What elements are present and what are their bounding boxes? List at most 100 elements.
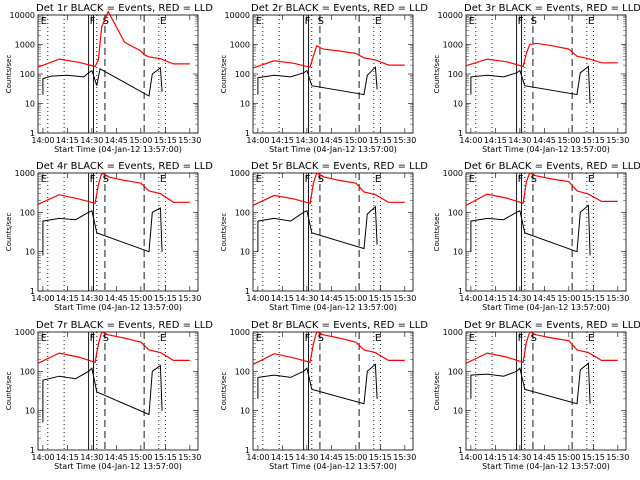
plot-frame: [37, 14, 199, 134]
y-tick-label: 100: [235, 208, 250, 217]
panel-4: Det 4r BLACK = Events, RED = LLD 1 10 100 10…: [5, 161, 213, 312]
phase-label: F: [305, 174, 311, 185]
x-tick-label: 15:30: [393, 453, 416, 462]
x-tick-label: 15:30: [178, 453, 201, 462]
x-tick-label: 14:45: [533, 453, 556, 462]
x-tick-label: 14:00: [31, 136, 54, 145]
panel-title: Det 1r BLACK = Events, RED = LLD: [36, 3, 213, 14]
x-tick-label: 14:45: [320, 136, 343, 145]
phase-label: E: [256, 333, 262, 344]
y-tick-label: 100: [235, 367, 250, 376]
phase-label: F: [90, 174, 96, 185]
x-tick-label: 15:15: [154, 294, 177, 303]
y-tick-label: 1: [30, 446, 35, 455]
x-axis-label: Start Time (04-Jan-12 13:57:00): [54, 462, 182, 471]
lld-rate-line: [252, 331, 405, 365]
y-axis-label: Counts/sec: [433, 372, 441, 411]
panel-title: Det 6r BLACK = Events, RED = LLD: [464, 161, 640, 172]
x-tick-label: 15:15: [369, 294, 392, 303]
y-tick-label: 10: [453, 100, 463, 109]
x-tick-label: 14:30: [80, 294, 103, 303]
phase-label: E: [160, 333, 166, 344]
phase-label: S: [103, 333, 109, 344]
y-tick-label: 10: [25, 248, 35, 257]
x-tick-label: 14:15: [271, 294, 294, 303]
x-tick-label: 14:45: [533, 294, 556, 303]
y-axis-label: Counts/sec: [433, 213, 441, 252]
x-tick-label: 15:30: [178, 136, 201, 145]
y-tick-label: 1: [245, 446, 250, 455]
y-tick-label: 100: [448, 208, 463, 217]
phase-label: F: [518, 16, 524, 27]
panel-3: Det 3r BLACK = Events, RED = LLD 1 10 100 10…: [433, 3, 640, 154]
plot-frame: [465, 331, 627, 451]
plot-frame: [252, 14, 414, 134]
x-axis-label: Start Time (04-Jan-12 13:57:00): [482, 145, 610, 154]
phase-label: E: [469, 174, 475, 185]
x-tick-label: 14:00: [31, 453, 54, 462]
x-axis-label: Start Time (04-Jan-12 13:57:00): [269, 145, 397, 154]
phase-label: E: [160, 174, 166, 185]
x-tick-label: 15:30: [606, 453, 629, 462]
x-tick-label: 14:15: [484, 294, 507, 303]
phase-label: E: [375, 174, 381, 185]
panel-title: Det 2r BLACK = Events, RED = LLD: [251, 3, 428, 14]
x-tick-label: 14:15: [271, 136, 294, 145]
x-tick-label: 15:00: [129, 453, 152, 462]
y-axis-label: Counts/sec: [5, 55, 13, 94]
x-tick-label: 15:30: [606, 294, 629, 303]
y-axis-label: Counts/sec: [220, 55, 228, 94]
events-rate-line: [470, 65, 591, 104]
x-tick-label: 14:45: [320, 453, 343, 462]
y-tick-label: 1: [458, 129, 463, 138]
x-tick-label: 14:30: [508, 136, 531, 145]
x-tick-label: 15:00: [344, 453, 367, 462]
y-tick-label: 1000: [15, 169, 35, 178]
phase-label: E: [375, 333, 381, 344]
phase-label: E: [256, 174, 262, 185]
x-axis-label: Start Time (04-Jan-12 13:57:00): [54, 303, 182, 312]
y-tick-label: 1000: [230, 328, 250, 337]
phase-label: E: [41, 174, 47, 185]
panel-2: Det 2r BLACK = Events, RED = LLD 1 10 100 10…: [220, 3, 428, 154]
y-tick-label: 10000: [10, 11, 35, 20]
x-tick-label: 15:00: [557, 136, 580, 145]
panel-title: Det 3r BLACK = Events, RED = LLD: [464, 3, 640, 14]
phase-label: E: [160, 16, 166, 27]
events-rate-line: [470, 204, 591, 256]
y-tick-label: 10: [240, 407, 250, 416]
x-tick-label: 14:30: [295, 136, 318, 145]
phase-label: E: [469, 333, 475, 344]
x-tick-label: 14:00: [31, 294, 54, 303]
phase-label: S: [103, 16, 109, 27]
y-tick-label: 1: [30, 287, 35, 296]
x-tick-label: 14:15: [484, 453, 507, 462]
x-tick-label: 14:00: [246, 136, 269, 145]
y-tick-label: 100: [20, 208, 35, 217]
x-tick-label: 14:45: [105, 136, 128, 145]
panel-1: Det 1r BLACK = Events, RED = LLD 1 10 100 10…: [5, 3, 213, 154]
y-tick-label: 10: [25, 407, 35, 416]
x-tick-label: 15:15: [582, 453, 605, 462]
phase-label: F: [518, 174, 524, 185]
y-tick-label: 10: [25, 100, 35, 109]
panel-8: Det 8r BLACK = Events, RED = LLD 1 10 100 10…: [220, 320, 428, 471]
y-tick-label: 100: [20, 70, 35, 79]
y-tick-label: 100: [448, 70, 463, 79]
x-tick-label: 15:15: [154, 136, 177, 145]
x-tick-label: 14:30: [295, 453, 318, 462]
x-tick-label: 14:00: [246, 294, 269, 303]
phase-label: F: [305, 333, 311, 344]
events-rate-line: [257, 66, 378, 96]
panel-title: Det 7r BLACK = Events, RED = LLD: [36, 320, 213, 331]
x-tick-label: 14:30: [80, 453, 103, 462]
y-tick-label: 1000: [443, 169, 463, 178]
lld-rate-line: [465, 42, 618, 68]
lld-rate-line: [465, 172, 618, 206]
x-tick-label: 15:15: [582, 294, 605, 303]
y-axis-label: Counts/sec: [220, 213, 228, 252]
y-axis-label: Counts/sec: [5, 372, 13, 411]
plot-frame: [252, 331, 414, 451]
phase-label: F: [90, 16, 96, 27]
